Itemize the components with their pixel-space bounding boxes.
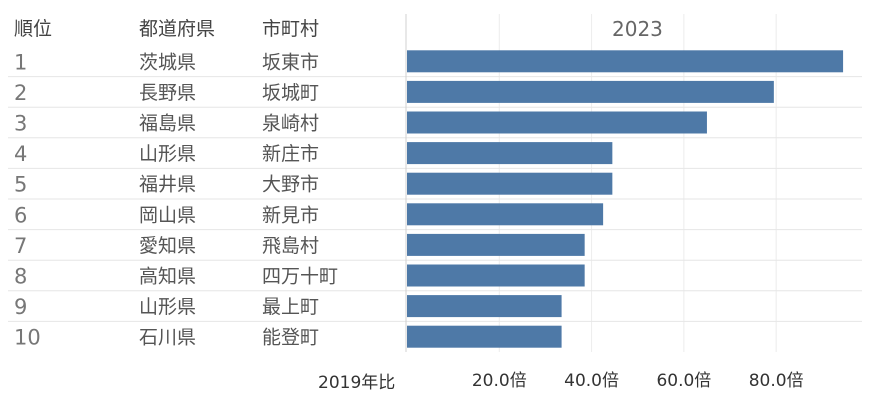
prefecture-cell: 福島県 [139, 113, 196, 135]
rank-cell: 7 [14, 234, 27, 258]
chart-title: 2023 [612, 17, 663, 41]
rank-cell: 10 [14, 326, 41, 350]
municipality-cell: 新見市 [262, 204, 319, 226]
rank-cell: 8 [14, 265, 27, 289]
rank-cell: 2 [14, 81, 27, 105]
bar [407, 80, 774, 103]
rank-column-header: 順位 [14, 18, 53, 40]
municipality-cell: 新庄市 [262, 143, 319, 165]
x-tick-label: 80.0倍 [749, 371, 804, 391]
prefecture-cell: 山形県 [139, 296, 196, 318]
prefecture-column-header: 都道府県 [139, 18, 216, 40]
municipality-cell: 坂東市 [262, 51, 319, 73]
municipality-cell: 大野市 [262, 174, 319, 196]
bar [407, 233, 585, 256]
bar [407, 295, 562, 318]
rank-cell: 9 [14, 295, 27, 319]
prefecture-cell: 福井県 [139, 174, 196, 196]
bar [407, 203, 604, 226]
bar [407, 264, 585, 287]
bar [407, 325, 562, 348]
prefecture-cell: 長野県 [139, 82, 196, 104]
bar [407, 142, 613, 165]
prefecture-cell: 岡山県 [139, 204, 196, 226]
rank-cell: 1 [14, 50, 27, 74]
x-tick-label: 40.0倍 [564, 371, 619, 391]
rank-cell: 4 [14, 142, 27, 166]
prefecture-cell: 山形県 [139, 143, 196, 165]
municipality-cell: 泉崎村 [262, 113, 319, 135]
x-tick-label: 60.0倍 [656, 371, 711, 391]
municipality-cell: 坂城町 [262, 82, 319, 104]
bar [407, 172, 613, 195]
prefecture-cell: 石川県 [139, 327, 196, 349]
municipality-cell: 飛島村 [262, 235, 319, 257]
rank-cell: 6 [14, 203, 27, 227]
municipality-cell: 四万十町 [262, 266, 338, 288]
rank-cell: 3 [14, 112, 27, 136]
municipality-cell: 最上町 [262, 296, 319, 318]
municipality-column-header: 市町村 [262, 18, 320, 40]
x-tick-label: 20.0倍 [472, 371, 527, 391]
x-axis-label: 2019年比 [318, 373, 396, 393]
bar [407, 50, 844, 73]
rank-cell: 5 [14, 173, 27, 197]
prefecture-cell: 茨城県 [139, 51, 196, 73]
prefecture-cell: 高知県 [139, 266, 196, 288]
municipality-cell: 能登町 [262, 327, 319, 349]
bar [407, 111, 707, 134]
prefecture-cell: 愛知県 [139, 235, 196, 257]
